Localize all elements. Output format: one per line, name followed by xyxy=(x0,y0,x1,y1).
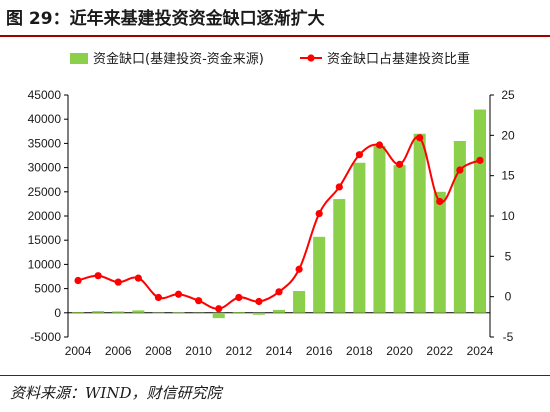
x-axis-tick-label: 2014 xyxy=(266,344,293,358)
line-marker xyxy=(255,297,263,306)
line-marker xyxy=(315,209,323,218)
line-marker xyxy=(295,265,303,273)
x-axis-tick-label: 2016 xyxy=(306,344,333,358)
footer-divider xyxy=(0,375,550,376)
x-axis-tick-label: 2020 xyxy=(386,344,413,358)
x-axis-tick-label: 2024 xyxy=(467,344,494,358)
x-axis-tick-label: 2010 xyxy=(185,344,212,358)
left-axis-tick-label: 15000 xyxy=(28,233,62,247)
x-axis-tick-label: 2006 xyxy=(105,344,132,358)
line-marker xyxy=(355,151,363,159)
bar xyxy=(453,140,466,313)
line-marker xyxy=(235,293,243,302)
line-marker xyxy=(436,197,444,206)
left-axis-tick-label: 20000 xyxy=(28,209,62,223)
line-series xyxy=(74,134,484,313)
bar-series xyxy=(72,109,486,319)
line-marker xyxy=(215,305,223,313)
legend-label-bar: 资金缺口(基建投资-资金来源) xyxy=(93,51,264,67)
right-axis-tick-label: 10 xyxy=(501,209,515,223)
legend-swatch-marker xyxy=(307,54,315,62)
left-axis-tick-label: 5000 xyxy=(34,282,61,296)
bar xyxy=(473,109,486,313)
line-marker xyxy=(275,288,283,296)
right-axis-tick-label: 15 xyxy=(501,169,515,183)
bar xyxy=(433,191,446,313)
line-marker xyxy=(174,290,183,298)
figure-title: 图 29：近年来基建投资资金缺口逐渐扩大 xyxy=(6,9,325,29)
line-marker xyxy=(94,272,102,280)
line-marker xyxy=(154,293,163,302)
title-divider xyxy=(0,35,550,37)
x-axis-tick-label: 2012 xyxy=(225,344,252,358)
bar xyxy=(232,312,245,313)
left-axis-tick-label: 45000 xyxy=(28,88,62,102)
legend-label-line: 资金缺口占基建投资比重 xyxy=(327,51,470,67)
line-marker xyxy=(114,278,122,286)
bar xyxy=(92,311,105,313)
line-marker xyxy=(395,160,404,168)
left-axis-tick-label: -5000 xyxy=(30,330,61,344)
line-marker xyxy=(335,183,343,191)
bar xyxy=(152,312,165,314)
bar xyxy=(373,145,386,313)
line-marker xyxy=(195,297,203,305)
source-note: 资料来源：WIND，财信研究院 xyxy=(10,384,222,402)
bar xyxy=(132,310,145,313)
bar xyxy=(72,312,85,313)
bar xyxy=(252,312,265,315)
chart-legend: 资金缺口(基建投资-资金来源) 资金缺口占基建投资比重 xyxy=(70,51,470,67)
bar xyxy=(192,312,205,314)
right-axis-tick-label: 20 xyxy=(501,128,515,142)
right-axis-tick-label: 5 xyxy=(505,249,512,263)
line-marker xyxy=(416,134,424,142)
line-marker xyxy=(456,166,464,174)
left-axis-tick-label: 40000 xyxy=(28,112,62,126)
line-marker xyxy=(375,141,384,149)
left-axis-tick-label: 25000 xyxy=(28,185,62,199)
left-axis-tick-label: 0 xyxy=(54,306,61,320)
right-axis-tick-label: 0 xyxy=(505,290,512,304)
x-axis-tick-label: 2022 xyxy=(426,344,453,358)
x-axis-tick-label: 2004 xyxy=(65,344,92,358)
bar xyxy=(272,309,286,313)
bar xyxy=(112,311,125,313)
bar xyxy=(313,236,326,313)
x-axis-tick-label: 2018 xyxy=(346,344,373,358)
left-axis-tick-label: 30000 xyxy=(28,161,62,175)
right-axis-tick-label: -5 xyxy=(503,330,514,344)
bar xyxy=(353,162,366,313)
left-axis-tick-label: 10000 xyxy=(28,257,62,271)
bar xyxy=(172,312,185,314)
line-marker xyxy=(134,274,142,282)
bar xyxy=(293,291,306,313)
right-axis-tick-label: 25 xyxy=(501,88,515,102)
line-marker xyxy=(476,156,484,164)
left-axis-tick-label: 35000 xyxy=(28,136,62,150)
legend-swatch-bar xyxy=(70,53,88,64)
bar xyxy=(413,133,426,313)
bar xyxy=(333,199,346,313)
bar xyxy=(212,312,225,319)
bar xyxy=(393,165,406,313)
x-axis-tick-label: 2008 xyxy=(145,344,172,358)
line-marker xyxy=(74,276,82,285)
